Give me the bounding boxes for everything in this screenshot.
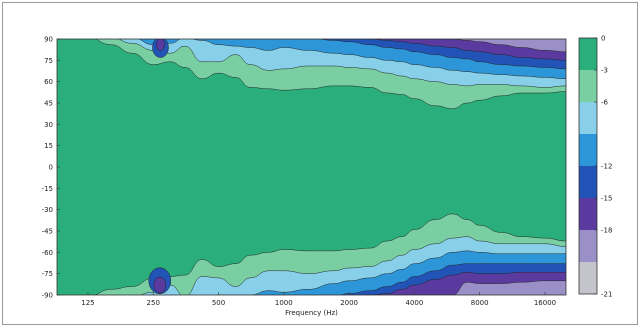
colorbar-tick-label: -3	[601, 67, 608, 75]
colorbar-tick-label: -15	[601, 195, 612, 203]
y-axis: 90 75 60 45 30 15 0 -15 -30 -45 -60 -75 -90	[42, 36, 60, 300]
contour-band-top-18	[447, 39, 566, 53]
colorbar-tick-label: 0	[601, 35, 605, 43]
y-tick-label: 90	[44, 36, 53, 44]
x-tick-label: 125	[81, 299, 94, 307]
x-tick-label: 500	[212, 299, 225, 307]
y-tick-label: -45	[42, 228, 53, 236]
x-tick-label: 2000	[340, 299, 358, 307]
colorbar-swatch	[579, 134, 597, 166]
colorbar-tick-label: -18	[601, 227, 612, 235]
x-axis-title: Frequency (Hz)	[285, 309, 338, 317]
colorbar-swatch	[579, 38, 597, 70]
colorbar-tick-label: -21	[601, 291, 612, 299]
y-tick-label: 60	[44, 78, 53, 86]
x-tick-label: 16000	[534, 299, 556, 307]
colorbar-tick-label: -12	[601, 163, 612, 171]
colorbar-swatch	[579, 166, 597, 198]
y-tick-label: -75	[42, 270, 53, 278]
y-tick-label: -30	[42, 206, 53, 214]
x-tick-label: 4000	[405, 299, 423, 307]
y-tick-label: -15	[42, 185, 53, 193]
plot-area	[57, 39, 566, 295]
contour-band-bottom-18	[447, 280, 566, 295]
colorbar-tick-label: -6	[601, 99, 609, 107]
colorbar-swatch	[579, 70, 597, 102]
hotspot-top-core	[156, 39, 165, 51]
x-axis: 125 250 500 1000 2000 4000 8000 16000	[81, 292, 556, 307]
colorbar-swatch	[579, 102, 597, 134]
y-tick-label: -90	[42, 292, 53, 300]
colorbar-swatch	[579, 198, 597, 230]
y-tick-label: 30	[44, 121, 53, 129]
y-tick-label: 45	[44, 100, 53, 108]
x-tick-label: 250	[147, 299, 160, 307]
y-tick-label: 75	[44, 57, 53, 65]
colorbar-swatch	[579, 262, 597, 294]
x-tick-label: 1000	[275, 299, 293, 307]
y-tick-label: 0	[49, 164, 53, 172]
y-tick-label: 15	[44, 142, 53, 150]
colorbar-swatch	[579, 230, 597, 262]
x-tick-label: 8000	[471, 299, 489, 307]
colorbar: 0 -3 -6 -12 -15 -18 -21	[578, 35, 612, 299]
y-tick-label: -60	[42, 249, 53, 257]
hotspot-bottom-core	[153, 276, 167, 294]
